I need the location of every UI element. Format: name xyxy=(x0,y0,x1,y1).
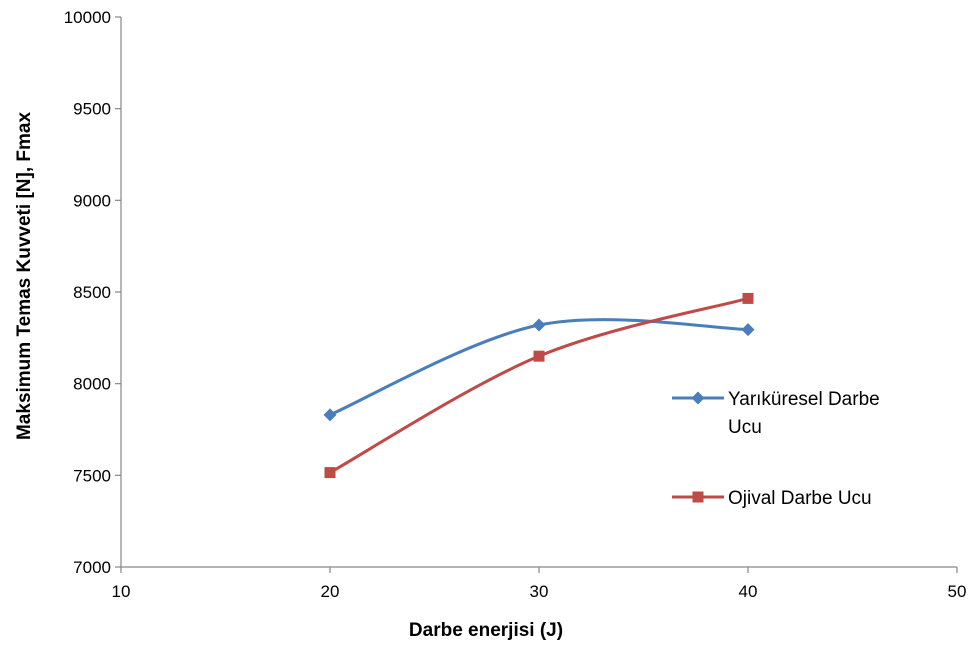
series-layer xyxy=(323,292,755,479)
x-tick-label: 20 xyxy=(321,582,340,601)
legend: Yarıküresel Darbe Ucu Ojival Darbe Ucu xyxy=(672,389,880,509)
y-tick-label: 8500 xyxy=(73,283,111,302)
series-line xyxy=(328,318,750,417)
axes: 7000 7500 8000 8500 9000 9500 10000 10 20 30 40 50 xyxy=(64,8,967,601)
y-tick-label: 8000 xyxy=(73,375,111,394)
data-point xyxy=(532,318,546,332)
y-tick-label: 7500 xyxy=(73,466,111,485)
y-tick-label: 7000 xyxy=(73,558,111,577)
series-0 xyxy=(323,318,755,422)
data-point xyxy=(742,292,754,304)
data-point xyxy=(533,350,545,362)
y-axis-title: Maksimum Temas Kuvveti [N], Fmax xyxy=(14,112,35,440)
series-1 xyxy=(324,292,754,479)
legend-swatch-marker xyxy=(692,491,704,503)
legend-item-1: Ojival Darbe Ucu xyxy=(672,488,872,509)
y-tick-label: 10000 xyxy=(64,8,111,27)
data-point xyxy=(741,323,755,337)
legend-item-0: Yarıküresel Darbe Ucu xyxy=(672,389,880,438)
data-point xyxy=(324,467,336,479)
legend-label: Yarıküresel Darbe xyxy=(728,389,880,410)
x-tick-label: 10 xyxy=(112,582,131,601)
data-point xyxy=(323,408,337,422)
legend-swatch-marker xyxy=(691,391,705,405)
y-tick-label: 9000 xyxy=(73,191,111,210)
legend-label: Ucu xyxy=(728,417,762,438)
x-tick-label: 50 xyxy=(948,582,967,601)
x-tick-label: 30 xyxy=(530,582,549,601)
y-tick-label: 9500 xyxy=(73,100,111,119)
x-tick-label: 40 xyxy=(739,582,758,601)
x-axis-title: Darbe enerjisi (J) xyxy=(409,620,563,641)
legend-label: Ojival Darbe Ucu xyxy=(728,488,872,509)
